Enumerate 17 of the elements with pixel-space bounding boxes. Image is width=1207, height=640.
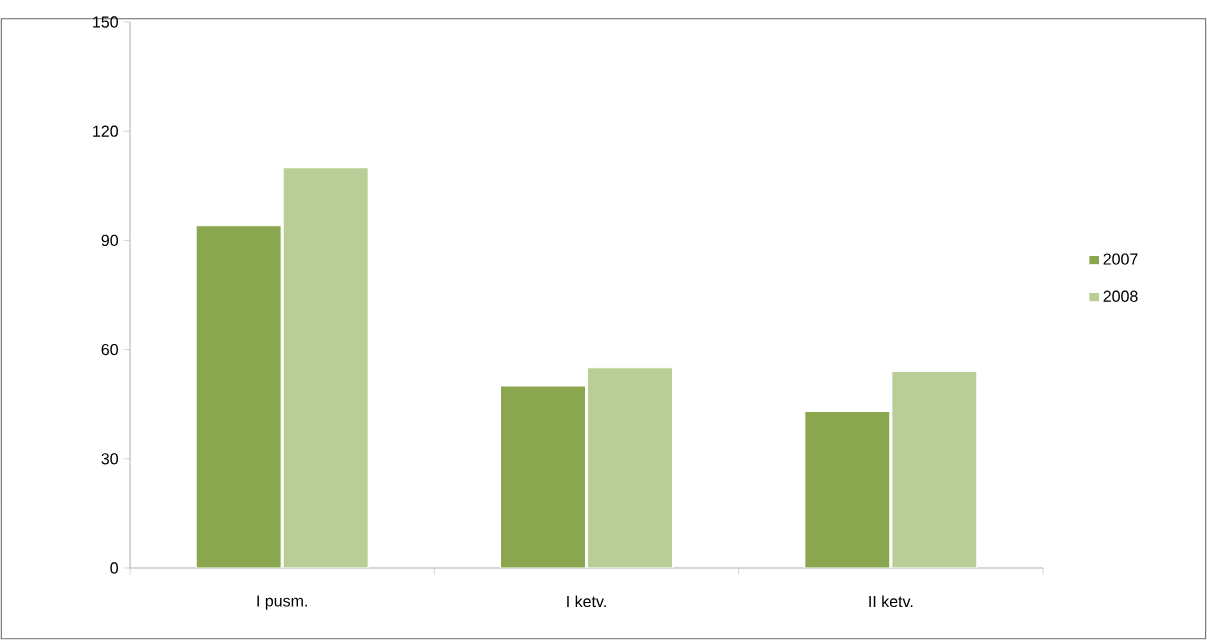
bar [891, 370, 978, 568]
y-tick-label: 150 [93, 16, 118, 28]
x-tick-label: I ketv. [567, 595, 606, 608]
y-tick-label: 30 [101, 453, 118, 465]
y-tick-label: 120 [93, 125, 118, 137]
bar [499, 385, 587, 568]
x-tick-label: I pusm. [257, 595, 307, 610]
bar [282, 167, 369, 568]
legend-label: 2008 [1103, 290, 1138, 302]
y-tick-label: 90 [101, 234, 118, 247]
bar [195, 225, 282, 568]
x-tick-label: II ketv. [869, 595, 913, 608]
bar [804, 410, 891, 568]
bar [586, 367, 674, 568]
legend-label: 2007 [1103, 253, 1138, 265]
y-tick-label: 60 [101, 343, 118, 356]
y-tick-label: 0 [110, 562, 119, 574]
